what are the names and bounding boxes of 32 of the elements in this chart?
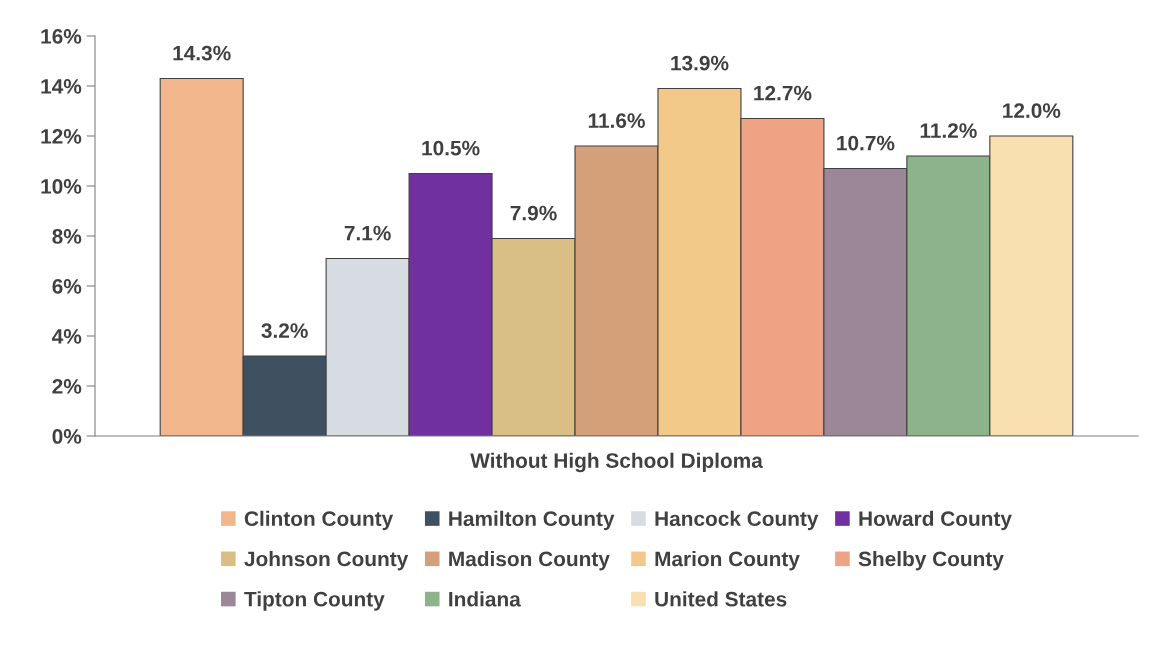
data-label: 13.9% bbox=[671, 55, 729, 71]
legend-label: Johnson County bbox=[244, 551, 409, 571]
legend-label: Clinton County bbox=[244, 510, 394, 531]
legend-label: Tipton County bbox=[244, 591, 385, 611]
legend-label: Hamilton County bbox=[449, 510, 615, 531]
legend-label: United States bbox=[655, 591, 787, 607]
data-label: 11.6% bbox=[588, 113, 645, 128]
legend-label: Madison County bbox=[449, 551, 610, 571]
data-label: 7.9% bbox=[510, 205, 557, 221]
data-label: 12.0% bbox=[1003, 103, 1061, 118]
data-label: 12.7% bbox=[754, 85, 812, 101]
legend-label: Indiana bbox=[449, 591, 521, 607]
data-label: 10.5% bbox=[422, 140, 480, 156]
y-tick-label: 16% bbox=[41, 29, 82, 44]
data-label: 7.1% bbox=[344, 225, 391, 241]
y-tick-label: 6% bbox=[52, 279, 82, 294]
legend-label: Hancock County bbox=[655, 510, 819, 531]
y-tick-label: 10% bbox=[41, 179, 82, 194]
y-tick-label: 4% bbox=[52, 329, 82, 344]
data-label: 3.2% bbox=[261, 323, 308, 339]
y-tick-label: 8% bbox=[52, 229, 82, 244]
data-label: 14.3% bbox=[173, 45, 231, 61]
y-tick-label: 2% bbox=[52, 379, 82, 394]
y-tick-label: 12% bbox=[41, 129, 82, 144]
legend-label: Marion County bbox=[655, 551, 800, 571]
data-label: 11.2% bbox=[920, 123, 977, 138]
x-tick-label: Without High School Diploma bbox=[470, 452, 763, 473]
legend-label: Shelby County bbox=[858, 551, 1004, 571]
data-label: 10.7% bbox=[837, 135, 895, 151]
y-tick-label: 14% bbox=[41, 79, 82, 94]
y-tick-label: 0% bbox=[52, 429, 82, 444]
legend-label: Howard County bbox=[859, 510, 1012, 531]
